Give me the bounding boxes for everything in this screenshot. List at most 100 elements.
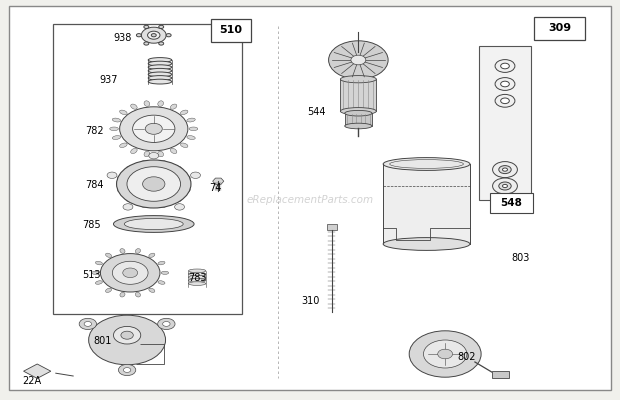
- Circle shape: [498, 166, 511, 174]
- Circle shape: [162, 322, 170, 326]
- Ellipse shape: [148, 76, 172, 80]
- Bar: [492, 371, 509, 378]
- Circle shape: [121, 331, 133, 339]
- Text: 544: 544: [307, 107, 326, 117]
- Circle shape: [117, 175, 127, 182]
- Circle shape: [123, 368, 131, 372]
- Circle shape: [127, 167, 180, 201]
- Ellipse shape: [144, 151, 149, 157]
- Ellipse shape: [170, 148, 177, 154]
- Text: 801: 801: [93, 336, 112, 346]
- Circle shape: [100, 254, 160, 292]
- Circle shape: [180, 186, 190, 193]
- Ellipse shape: [148, 72, 172, 77]
- Circle shape: [140, 160, 150, 167]
- Circle shape: [175, 204, 185, 210]
- Circle shape: [123, 204, 133, 210]
- Circle shape: [190, 172, 200, 178]
- Text: 74: 74: [210, 183, 222, 193]
- Circle shape: [501, 63, 510, 69]
- Circle shape: [495, 94, 515, 107]
- Circle shape: [172, 196, 182, 202]
- Text: 803: 803: [512, 253, 530, 263]
- Bar: [211, 19, 251, 42]
- Circle shape: [144, 25, 149, 28]
- Circle shape: [113, 326, 141, 344]
- Ellipse shape: [112, 136, 121, 140]
- Text: 510: 510: [219, 25, 242, 35]
- Circle shape: [180, 175, 190, 182]
- Text: 22A: 22A: [23, 376, 42, 386]
- Ellipse shape: [131, 148, 137, 154]
- Circle shape: [126, 196, 136, 202]
- Circle shape: [133, 115, 175, 142]
- Circle shape: [120, 107, 188, 151]
- Bar: [479, 46, 531, 200]
- Ellipse shape: [345, 123, 372, 129]
- Text: 937: 937: [99, 75, 118, 85]
- Circle shape: [117, 160, 191, 208]
- Ellipse shape: [188, 278, 206, 282]
- Ellipse shape: [188, 269, 206, 273]
- Ellipse shape: [105, 288, 112, 292]
- Bar: [345, 113, 372, 126]
- Ellipse shape: [120, 292, 125, 297]
- Ellipse shape: [149, 253, 155, 258]
- Ellipse shape: [148, 65, 172, 70]
- Circle shape: [148, 31, 160, 39]
- Circle shape: [79, 318, 97, 330]
- Text: 309: 309: [548, 23, 572, 33]
- Ellipse shape: [110, 127, 118, 130]
- Circle shape: [151, 34, 156, 37]
- Circle shape: [166, 34, 171, 37]
- Ellipse shape: [340, 108, 376, 115]
- Circle shape: [126, 166, 136, 172]
- Bar: [53, 24, 242, 314]
- Circle shape: [84, 322, 92, 326]
- Ellipse shape: [340, 76, 376, 83]
- Circle shape: [145, 123, 162, 134]
- Circle shape: [495, 60, 515, 72]
- Ellipse shape: [158, 261, 165, 265]
- Circle shape: [144, 42, 149, 45]
- Ellipse shape: [148, 68, 172, 73]
- Circle shape: [141, 27, 166, 43]
- Ellipse shape: [188, 275, 206, 279]
- Ellipse shape: [189, 127, 198, 130]
- Text: 310: 310: [301, 296, 319, 306]
- Circle shape: [498, 182, 511, 190]
- Text: 782: 782: [85, 126, 104, 136]
- Text: 513: 513: [82, 270, 101, 280]
- Ellipse shape: [170, 104, 177, 109]
- Bar: [383, 164, 470, 244]
- Ellipse shape: [105, 253, 112, 258]
- Ellipse shape: [149, 288, 155, 292]
- Circle shape: [502, 184, 507, 188]
- Ellipse shape: [112, 118, 121, 122]
- Ellipse shape: [148, 79, 172, 84]
- Circle shape: [502, 168, 507, 171]
- Ellipse shape: [158, 151, 164, 157]
- Circle shape: [140, 201, 150, 208]
- Circle shape: [123, 268, 138, 278]
- Ellipse shape: [383, 238, 470, 250]
- Text: 548: 548: [500, 198, 523, 208]
- Polygon shape: [24, 364, 51, 378]
- Text: 938: 938: [113, 33, 132, 43]
- Circle shape: [157, 160, 167, 167]
- Ellipse shape: [158, 281, 165, 284]
- Ellipse shape: [120, 110, 127, 115]
- Circle shape: [493, 162, 517, 178]
- Ellipse shape: [187, 118, 195, 122]
- Ellipse shape: [95, 261, 102, 265]
- Ellipse shape: [188, 282, 206, 285]
- Ellipse shape: [148, 61, 172, 66]
- Ellipse shape: [135, 248, 141, 253]
- Polygon shape: [213, 178, 224, 184]
- Circle shape: [495, 78, 515, 90]
- Ellipse shape: [95, 281, 102, 284]
- Text: 785: 785: [82, 220, 101, 230]
- Circle shape: [149, 152, 159, 159]
- Bar: [490, 193, 533, 213]
- Ellipse shape: [148, 58, 172, 62]
